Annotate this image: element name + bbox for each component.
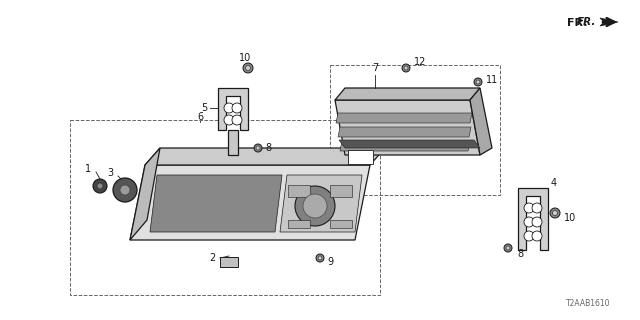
Circle shape	[532, 203, 542, 213]
Bar	[330, 185, 352, 197]
Circle shape	[224, 103, 234, 113]
Circle shape	[93, 179, 107, 193]
Circle shape	[303, 194, 327, 218]
Circle shape	[532, 231, 542, 241]
Text: 8: 8	[265, 143, 271, 153]
Bar	[288, 220, 310, 228]
Circle shape	[316, 254, 324, 262]
Bar	[220, 257, 238, 267]
Circle shape	[254, 144, 262, 152]
Polygon shape	[130, 148, 160, 240]
Circle shape	[113, 178, 137, 202]
Polygon shape	[335, 88, 480, 100]
Text: T2AAB1610: T2AAB1610	[566, 299, 610, 308]
Circle shape	[243, 63, 253, 73]
Circle shape	[506, 246, 510, 250]
Text: 10: 10	[564, 213, 576, 223]
Text: 6: 6	[197, 112, 203, 122]
Polygon shape	[130, 165, 370, 240]
Text: 1: 1	[85, 164, 91, 174]
Text: 9: 9	[327, 257, 333, 267]
Circle shape	[474, 78, 482, 86]
Bar	[330, 220, 352, 228]
Text: 8: 8	[517, 249, 523, 259]
Polygon shape	[600, 18, 618, 26]
Circle shape	[402, 64, 410, 72]
Text: 11: 11	[486, 75, 498, 85]
Bar	[348, 150, 373, 164]
Circle shape	[318, 256, 322, 260]
Text: 4: 4	[551, 178, 557, 188]
Text: 5: 5	[201, 103, 207, 113]
Polygon shape	[228, 130, 238, 155]
Circle shape	[224, 115, 234, 125]
Polygon shape	[145, 148, 385, 165]
Text: 7: 7	[372, 63, 378, 73]
Polygon shape	[338, 127, 471, 137]
Circle shape	[120, 185, 130, 195]
Circle shape	[232, 103, 242, 113]
Polygon shape	[335, 100, 480, 155]
Circle shape	[524, 203, 534, 213]
Polygon shape	[280, 175, 362, 232]
Polygon shape	[470, 88, 492, 155]
Polygon shape	[339, 140, 480, 148]
Polygon shape	[218, 88, 248, 130]
Circle shape	[404, 66, 408, 70]
Circle shape	[524, 217, 534, 227]
Text: FR.: FR.	[566, 18, 587, 28]
Circle shape	[246, 66, 250, 70]
Polygon shape	[518, 188, 548, 250]
Circle shape	[524, 231, 534, 241]
Circle shape	[256, 146, 260, 150]
Circle shape	[552, 211, 557, 215]
Bar	[288, 185, 310, 197]
Circle shape	[232, 115, 242, 125]
Polygon shape	[336, 113, 472, 123]
Text: 12: 12	[414, 57, 426, 67]
Polygon shape	[340, 141, 470, 151]
Text: 3: 3	[107, 168, 113, 178]
Polygon shape	[150, 175, 282, 232]
Text: 10: 10	[239, 53, 251, 63]
Circle shape	[532, 217, 542, 227]
Circle shape	[504, 244, 512, 252]
Circle shape	[295, 186, 335, 226]
Circle shape	[97, 183, 103, 189]
Text: 2: 2	[209, 253, 215, 263]
Text: FR.: FR.	[577, 17, 596, 27]
Circle shape	[550, 208, 560, 218]
Circle shape	[476, 80, 480, 84]
